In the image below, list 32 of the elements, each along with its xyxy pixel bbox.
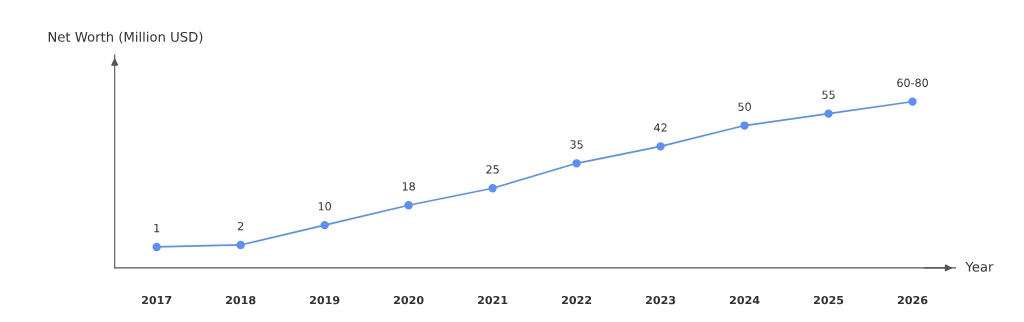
x-tick-label: 2020 [394, 295, 424, 305]
x-tick-label: 2026 [897, 295, 928, 305]
text: 2 [237, 221, 244, 231]
point [320, 221, 329, 230]
point [908, 97, 917, 106]
text: 10 [318, 202, 331, 211]
x-axis-title: Year [965, 261, 994, 272]
point [656, 142, 665, 151]
x-tick-label: 2022 [562, 295, 592, 305]
point [152, 242, 161, 252]
x-tick-label: 2017 [142, 295, 172, 305]
point [824, 109, 833, 118]
point [404, 201, 413, 210]
text: 55 [822, 90, 835, 99]
text: 35 [570, 140, 583, 149]
y-axis-title: Net Worth (Million USD) [48, 31, 203, 44]
x-tick-label: 2019 [310, 295, 340, 305]
point [740, 121, 749, 130]
point [236, 240, 245, 250]
x-tick-label: 2024 [730, 295, 760, 305]
x-tick-label: 2025 [813, 295, 844, 305]
text: 60-80 [897, 78, 928, 87]
text: 25 [486, 165, 499, 174]
text: 50 [738, 102, 751, 111]
x-tick-label: 2018 [226, 295, 256, 305]
text: 18 [402, 182, 415, 191]
text: 42 [654, 123, 667, 132]
point [488, 184, 497, 193]
point [572, 159, 581, 168]
x-tick-label: 2023 [646, 295, 676, 305]
text: 1 [154, 224, 160, 233]
x-tick-label: 2021 [478, 295, 508, 305]
